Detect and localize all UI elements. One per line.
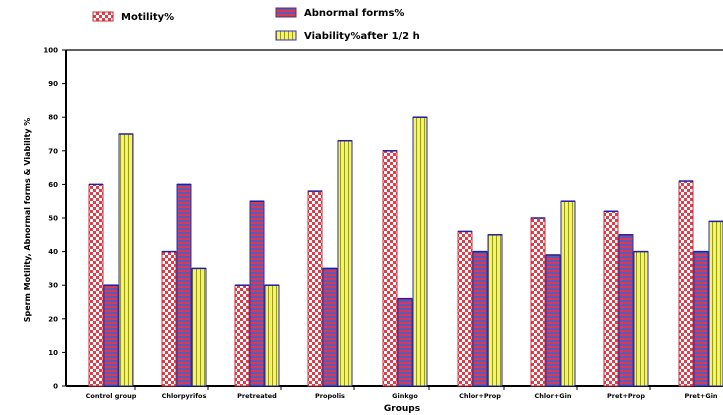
bar-abnormal	[472, 251, 488, 387]
legend-swatch-viability	[275, 30, 297, 41]
bar-motility	[457, 230, 473, 387]
bar-viability	[633, 251, 649, 387]
x-axis-title: Groups	[384, 404, 420, 414]
y-tick-label: 100	[43, 47, 58, 55]
bar-abnormal	[322, 267, 338, 387]
bar-viability	[560, 200, 576, 387]
x-category-label: Ginkgo	[392, 392, 418, 400]
legend: Motility% Abnormal forms% Viability%afte…	[92, 7, 420, 42]
bar-motility	[603, 210, 619, 387]
plot-area: 0 10 20 30 40 50 60 70 80 90 100 Control group Chlor…	[43, 47, 723, 400]
bar-abnormal	[103, 284, 119, 387]
bar-viability	[708, 220, 723, 387]
bar-abnormal	[397, 298, 413, 387]
bar-abnormal	[249, 200, 265, 387]
x-category-label: Chlorpyrifos	[162, 392, 207, 400]
bar-motility	[88, 183, 104, 387]
y-tick-label: 20	[48, 315, 58, 323]
y-tick-label: 40	[48, 248, 58, 256]
y-tick-label: 70	[48, 147, 58, 155]
x-category-label: Propolis	[315, 392, 345, 400]
x-category-label: Pret+Gin	[684, 392, 717, 400]
x-category-label: Pret+Prop	[607, 392, 645, 400]
bar-viability	[191, 267, 207, 387]
bar-abnormal	[693, 251, 709, 387]
y-tick-label: 10	[48, 349, 58, 357]
x-category-label: Pretreated	[237, 392, 277, 400]
y-tick-label: 50	[48, 215, 58, 223]
x-category-label: Chlor+Gin	[535, 392, 572, 400]
bar-viability	[118, 133, 134, 387]
bar-motility	[382, 150, 398, 387]
bar-motility	[307, 190, 323, 387]
bar-motility	[161, 251, 177, 387]
bar-abnormal	[618, 234, 634, 387]
bar-viability	[264, 284, 280, 387]
legend-label-viability: Viability%after 1/2 h	[304, 31, 420, 42]
x-category-label: Control group	[86, 392, 137, 400]
legend-swatch-abnormal	[275, 7, 297, 18]
y-axis-title: Sperm Motility, Abnormal forms & Viabili…	[23, 118, 32, 323]
bar-motility	[530, 217, 546, 387]
y-tick-label: 0	[53, 383, 58, 391]
y-tick-label: 60	[48, 181, 58, 189]
bar-motility	[234, 284, 250, 387]
y-tick-label: 80	[48, 114, 58, 122]
legend-swatch-motility	[92, 11, 114, 22]
legend-label-abnormal: Abnormal forms%	[304, 8, 404, 19]
bar-abnormal	[545, 254, 561, 387]
bar-viability	[412, 116, 428, 387]
bar-abnormal	[176, 183, 192, 387]
bar-viability	[487, 234, 503, 387]
legend-label-motility: Motility%	[121, 12, 174, 23]
y-tick-label: 90	[48, 80, 58, 88]
y-tick-label: 30	[48, 282, 58, 290]
bar-viability	[337, 140, 353, 387]
bar-motility	[678, 180, 694, 387]
x-category-label: Chlor+Prop	[459, 392, 501, 400]
